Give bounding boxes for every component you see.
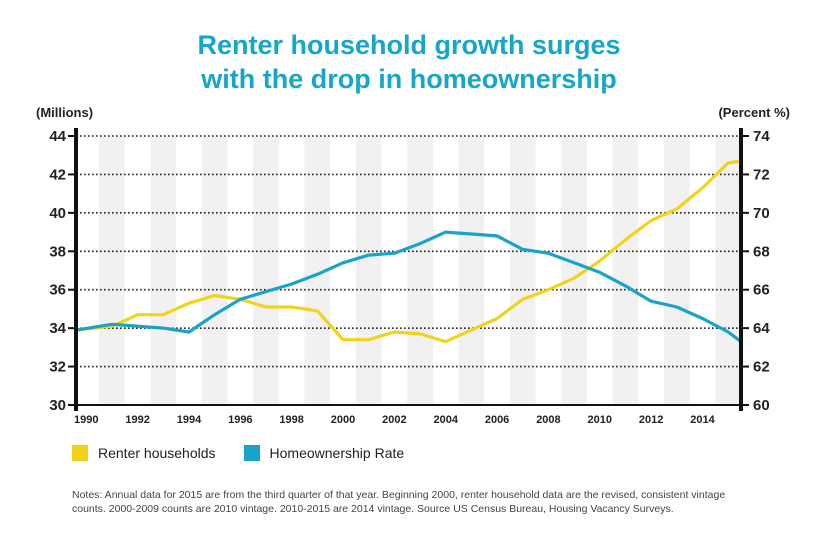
right-tick-label: 74 xyxy=(753,128,770,145)
x-tick-label: 2006 xyxy=(485,414,509,426)
legend-swatch-renter xyxy=(72,445,88,461)
left-tick-label: 40 xyxy=(49,205,66,222)
x-tick-label: 2004 xyxy=(433,414,458,426)
x-tick-label: 2008 xyxy=(536,414,560,426)
x-tick-label: 2014 xyxy=(690,414,715,426)
right-tick-label: 60 xyxy=(753,397,770,414)
chart-plot: 30 32 34 36 38 40 42 44 60 62 64 66 68 70 72 74 1990 1992… xyxy=(36,105,790,426)
legend-item-renter: Renter households xyxy=(72,445,216,461)
left-tick-label: 34 xyxy=(49,320,66,337)
x-tick-label: 2002 xyxy=(382,414,406,426)
grid-band xyxy=(561,136,587,405)
grid-band xyxy=(355,136,382,405)
x-tick-label: 1990 xyxy=(74,414,98,426)
series-line-renter-households xyxy=(74,159,743,344)
x-tick-label: 2012 xyxy=(639,414,663,426)
grid-band xyxy=(715,136,741,405)
x-tick-label: 1998 xyxy=(279,414,303,426)
x-tick-label: 1992 xyxy=(125,414,149,426)
legend-item-homeownership: Homeownership Rate xyxy=(243,445,405,461)
grid-band xyxy=(99,136,125,405)
right-tick-label: 70 xyxy=(753,205,770,222)
chart-notes: Notes: Annual data for 2015 are from the… xyxy=(72,489,726,515)
grid-band xyxy=(612,136,639,405)
right-tick-label: 64 xyxy=(753,320,770,337)
left-tick-label: 32 xyxy=(49,359,66,376)
left-tick-label: 44 xyxy=(49,128,66,145)
x-tick-label: 2010 xyxy=(588,414,612,426)
left-tick-label: 30 xyxy=(49,397,66,414)
x-tick-label: 2000 xyxy=(331,414,355,426)
right-axis-label: (Percent %) xyxy=(718,105,790,120)
grid-band xyxy=(663,136,690,405)
left-axis-label: (Millions) xyxy=(36,105,93,120)
right-tick-label: 62 xyxy=(753,359,770,376)
legend-label-homeownership: Homeownership Rate xyxy=(269,445,405,461)
legend-swatch-homeownership xyxy=(243,445,260,461)
x-tick-label: 1994 xyxy=(177,414,202,426)
grid-band xyxy=(509,136,536,405)
chart-title-line-2: with the drop in homeownership xyxy=(201,64,617,94)
chart-legend: Renter households Homeownership Rate xyxy=(72,445,432,461)
right-tick-label: 72 xyxy=(753,166,770,183)
left-tick-label: 42 xyxy=(49,166,66,183)
series-line-homeownership-rate xyxy=(74,230,743,344)
right-tick-label: 66 xyxy=(753,282,770,299)
right-tick-label: 68 xyxy=(753,243,770,260)
grid-band xyxy=(458,136,485,405)
grid-band xyxy=(150,136,177,405)
grid-band xyxy=(253,136,279,405)
grid-band xyxy=(201,136,228,405)
left-tick-label: 38 xyxy=(49,243,66,260)
left-tick-label: 36 xyxy=(49,282,66,299)
chart-title-line-1: Renter household growth surges xyxy=(197,30,621,60)
x-tick-label: 1996 xyxy=(228,414,252,426)
grid-band xyxy=(407,136,433,405)
legend-label-renter: Renter households xyxy=(98,445,216,461)
